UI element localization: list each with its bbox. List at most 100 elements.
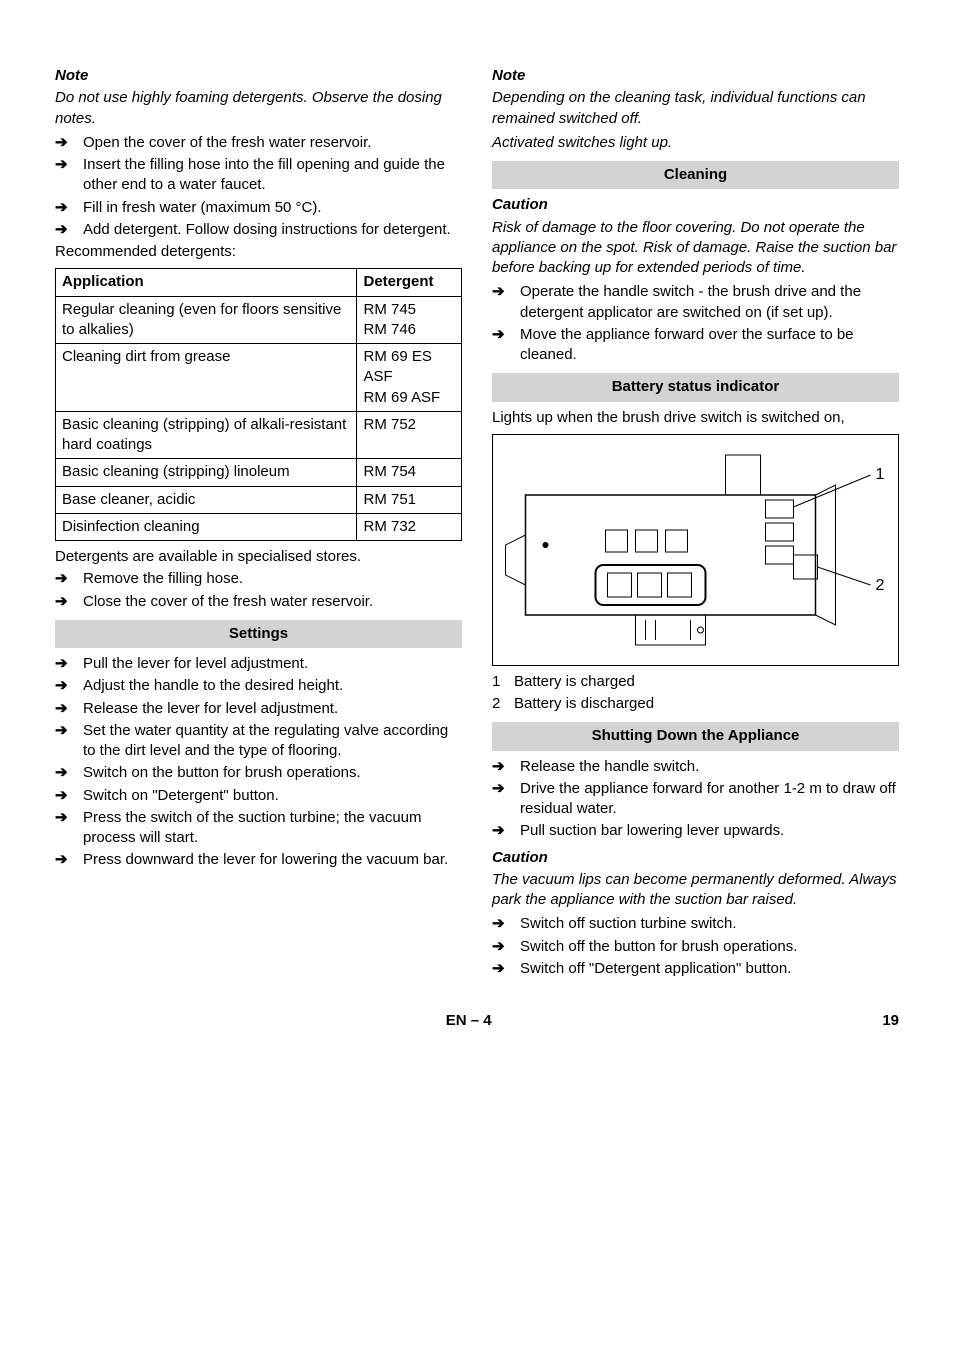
cleaning-steps: ➔Operate the handle switch - the brush d…: [492, 282, 899, 365]
bullet-item: ➔ Fill in fresh water (maximum 50 °C).: [55, 198, 462, 218]
bullet-text: Drive the appliance forward for another …: [520, 779, 899, 820]
bullet-text: Press the switch of the suction turbine;…: [83, 808, 462, 849]
bullet-item: ➔ Switch off "Detergent application" butt…: [492, 959, 899, 979]
shutdown-header: Shutting Down the Appliance: [492, 722, 899, 750]
arrow-icon: ➔: [55, 850, 73, 870]
bullet-text: Pull the lever for level adjustment.: [83, 654, 308, 674]
bullet-text: Fill in fresh water (maximum 50 °C).: [83, 198, 322, 218]
note-label: Note: [55, 66, 462, 86]
bullet-text: Release the lever for level adjustment.: [83, 699, 338, 719]
legend-num: 1: [492, 672, 514, 692]
arrow-icon: ➔: [55, 699, 73, 719]
bullet-item: ➔ Release the lever for level adjustment.: [55, 699, 462, 719]
table-cell: RM 754: [357, 459, 462, 486]
battery-diagram: 1 2: [492, 434, 899, 666]
bullet-item: ➔Press the switch of the suction turbine…: [55, 808, 462, 849]
bullet-item: ➔Pull suction bar lowering lever upwards…: [492, 821, 899, 841]
bullet-item: ➔ Press downward the lever for lowering t…: [55, 850, 462, 870]
bullet-text: Switch on "Detergent" button.: [83, 786, 279, 806]
legend-text: Battery is discharged: [514, 694, 654, 714]
table-cell: Cleaning dirt from grease: [56, 344, 357, 412]
arrow-icon: ➔: [55, 133, 73, 153]
table-cell: Base cleaner, acidic: [56, 486, 357, 513]
bullet-text: Press downward the lever for lowering th…: [83, 850, 448, 870]
arrow-icon: ➔: [55, 654, 73, 674]
steps-mid: ➔ Remove the filling hose. ➔Close the cove…: [55, 569, 462, 612]
bullet-item: ➔Add detergent. Follow dosing instructio…: [55, 220, 462, 240]
svg-text:1: 1: [876, 466, 885, 483]
shutdown-steps-2: ➔ Switch off suction turbine switch. ➔ Swit…: [492, 914, 899, 979]
bullet-item: ➔ Switch off the button for brush operati…: [492, 937, 899, 957]
footer-page: 19: [882, 1011, 899, 1031]
bullet-text: Switch on the button for brush operation…: [83, 763, 361, 783]
table-row: Disinfection cleaningRM 732: [56, 513, 462, 540]
legend-item: 2Battery is discharged: [492, 694, 899, 714]
arrow-icon: ➔: [55, 721, 73, 762]
bullet-text: Operate the handle switch - the brush dr…: [520, 282, 899, 323]
legend-text: Battery is charged: [514, 672, 635, 692]
recommended-label: Recommended detergents:: [55, 242, 462, 262]
cleaning-header: Cleaning: [492, 161, 899, 189]
legend-num: 2: [492, 694, 514, 714]
bullet-item: ➔ Remove the filling hose.: [55, 569, 462, 589]
caution-text: Risk of damage to the floor covering. Do…: [492, 218, 899, 279]
th-application: Application: [56, 269, 357, 296]
bullet-text: Switch off "Detergent application" butto…: [520, 959, 791, 979]
table-cell: Regular cleaning (even for floors sensit…: [56, 296, 357, 344]
table-row: Basic cleaning (stripping) of alkali-res…: [56, 411, 462, 459]
legend-item: 1Battery is charged: [492, 672, 899, 692]
caution-label: Caution: [492, 195, 899, 215]
battery-header: Battery status indicator: [492, 373, 899, 401]
arrow-icon: ➔: [492, 757, 510, 777]
battery-intro: Lights up when the brush drive switch is…: [492, 408, 899, 428]
bullet-text: Set the water quantity at the regulating…: [83, 721, 462, 762]
bullet-item: ➔Adjust the handle to the desired height…: [55, 676, 462, 696]
table-row: Basic cleaning (stripping) linoleumRM 75…: [56, 459, 462, 486]
arrow-icon: ➔: [492, 821, 510, 841]
table-cell: Basic cleaning (stripping) of alkali-res…: [56, 411, 357, 459]
arrow-icon: ➔: [492, 914, 510, 934]
left-column: Note Do not use highly foaming detergent…: [55, 60, 462, 981]
detergents-note: Detergents are available in specialised …: [55, 547, 462, 567]
table-cell: RM 69 ES ASF RM 69 ASF: [357, 344, 462, 412]
bullet-item: ➔Insert the filling hose into the fill o…: [55, 155, 462, 196]
table-cell: Disinfection cleaning: [56, 513, 357, 540]
bullet-item: ➔ Switch off suction turbine switch.: [492, 914, 899, 934]
bullet-text: Remove the filling hose.: [83, 569, 243, 589]
caution-text-2: The vacuum lips can become permanently d…: [492, 870, 899, 911]
arrow-icon: ➔: [55, 569, 73, 589]
arrow-icon: ➔: [55, 786, 73, 806]
arrow-icon: ➔: [492, 959, 510, 979]
arrow-icon: ➔: [55, 592, 73, 612]
bullet-text: Switch off the button for brush operatio…: [520, 937, 797, 957]
bullet-item: ➔ Switch on "Detergent" button.: [55, 786, 462, 806]
arrow-icon: ➔: [55, 220, 73, 240]
bullet-item: ➔Release the handle switch.: [492, 757, 899, 777]
detergents-table: Application Detergent Regular cleaning (…: [55, 268, 462, 541]
arrow-icon: ➔: [492, 937, 510, 957]
arrow-icon: ➔: [55, 198, 73, 218]
footer-center: EN – 4: [55, 1011, 882, 1031]
settings-header: Settings: [55, 620, 462, 648]
note-label-2: Note: [492, 66, 899, 86]
bullet-item: ➔Operate the handle switch - the brush d…: [492, 282, 899, 323]
table-cell: RM 751: [357, 486, 462, 513]
arrow-icon: ➔: [492, 282, 510, 323]
bullet-item: ➔Close the cover of the fresh water rese…: [55, 592, 462, 612]
steps-top: ➔Open the cover of the fresh water reser…: [55, 133, 462, 240]
arrow-icon: ➔: [55, 808, 73, 849]
note-text-2b: Activated switches light up.: [492, 133, 899, 153]
shutdown-steps-1: ➔Release the handle switch.➔Drive the ap…: [492, 757, 899, 842]
note-text-2a: Depending on the cleaning task, individu…: [492, 88, 899, 129]
table-cell: RM 752: [357, 411, 462, 459]
bullet-text: Switch off suction turbine switch.: [520, 914, 737, 934]
table-cell: Basic cleaning (stripping) linoleum: [56, 459, 357, 486]
bullet-item: ➔Move the appliance forward over the sur…: [492, 325, 899, 366]
note-text: Do not use highly foaming detergents. Ob…: [55, 88, 462, 129]
right-column: Note Depending on the cleaning task, ind…: [492, 60, 899, 981]
bullet-text: Insert the filling hose into the fill op…: [83, 155, 462, 196]
arrow-icon: ➔: [492, 325, 510, 366]
table-row: Base cleaner, acidicRM 751: [56, 486, 462, 513]
table-cell: RM 745 RM 746: [357, 296, 462, 344]
bullet-item: ➔ Pull the lever for level adjustment.: [55, 654, 462, 674]
